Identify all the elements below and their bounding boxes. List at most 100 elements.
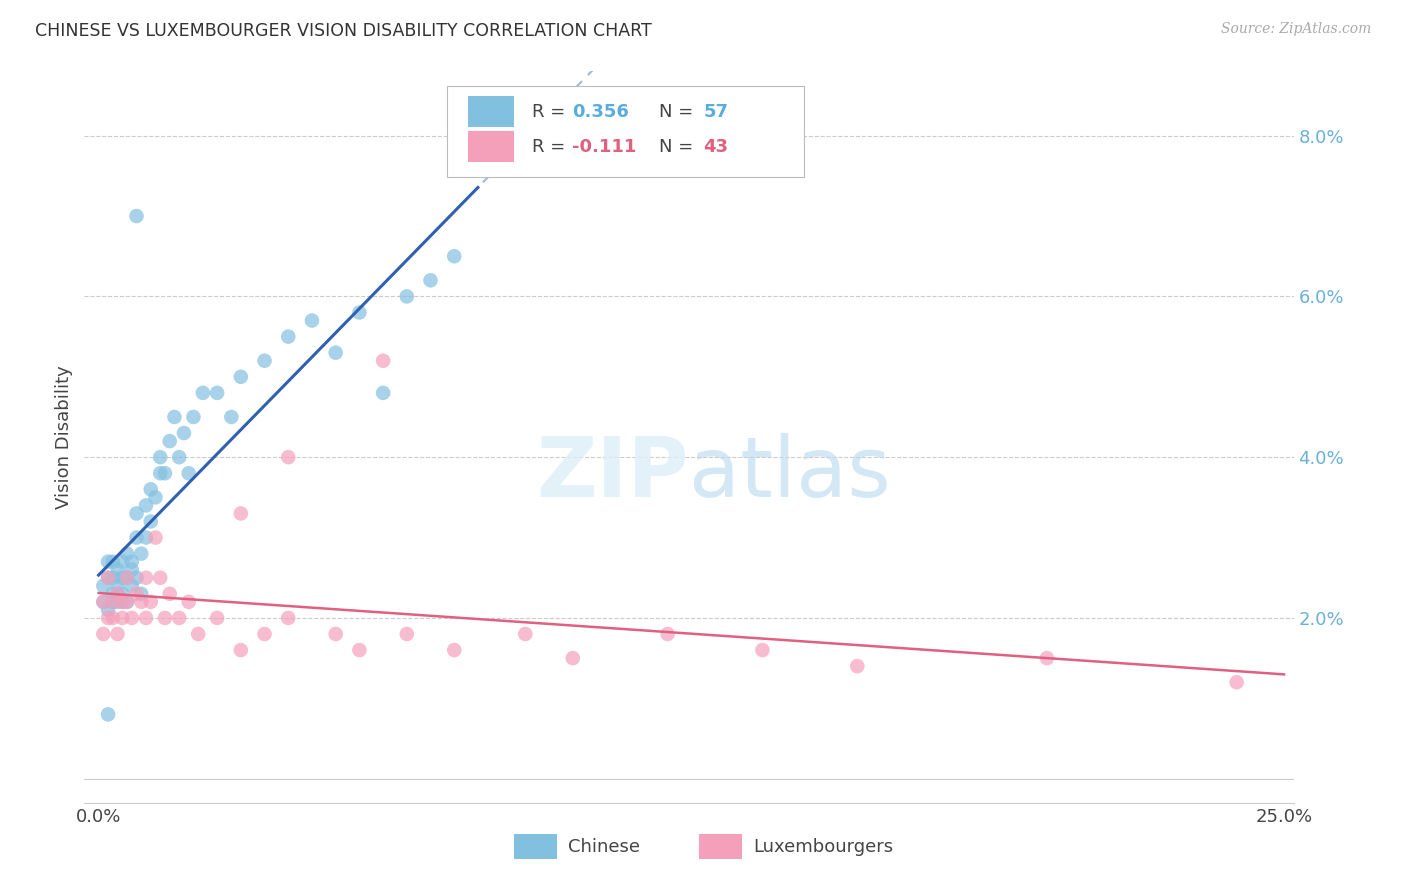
Point bbox=[101, 595, 124, 609]
Point bbox=[111, 595, 134, 609]
Point bbox=[121, 579, 143, 593]
Point bbox=[91, 627, 114, 641]
Point bbox=[125, 531, 148, 545]
Point bbox=[167, 450, 190, 465]
Point bbox=[135, 531, 157, 545]
Point bbox=[205, 611, 228, 625]
FancyBboxPatch shape bbox=[447, 86, 804, 178]
Point bbox=[121, 555, 143, 569]
Point bbox=[111, 555, 134, 569]
Text: Chinese: Chinese bbox=[568, 838, 640, 855]
Point bbox=[221, 409, 243, 424]
Text: -0.111: -0.111 bbox=[572, 137, 636, 156]
Point bbox=[163, 409, 186, 424]
Point bbox=[443, 249, 465, 263]
Point bbox=[125, 571, 148, 585]
Point bbox=[183, 409, 205, 424]
Point bbox=[101, 555, 124, 569]
Text: 0.356: 0.356 bbox=[572, 103, 628, 120]
Point bbox=[191, 385, 214, 400]
Point bbox=[349, 305, 371, 319]
Point bbox=[395, 289, 418, 303]
Point bbox=[145, 491, 167, 505]
Point bbox=[229, 507, 252, 521]
Point bbox=[1226, 675, 1249, 690]
Point bbox=[97, 555, 120, 569]
Point bbox=[751, 643, 773, 657]
Point bbox=[139, 483, 162, 497]
Point bbox=[107, 563, 129, 577]
Point bbox=[125, 507, 148, 521]
Text: ZIP: ZIP bbox=[537, 434, 689, 514]
Text: R =: R = bbox=[531, 103, 571, 120]
FancyBboxPatch shape bbox=[513, 834, 557, 860]
Point bbox=[149, 450, 172, 465]
Text: R =: R = bbox=[531, 137, 571, 156]
Point bbox=[1036, 651, 1059, 665]
Point bbox=[443, 643, 465, 657]
Point bbox=[301, 313, 323, 327]
Point bbox=[395, 627, 418, 641]
Point bbox=[145, 531, 167, 545]
Point bbox=[135, 611, 157, 625]
Point bbox=[111, 571, 134, 585]
Point bbox=[149, 467, 172, 481]
Point bbox=[135, 499, 157, 513]
Text: Luxembourgers: Luxembourgers bbox=[754, 838, 893, 855]
Point bbox=[107, 595, 129, 609]
Point bbox=[111, 595, 134, 609]
Point bbox=[153, 611, 176, 625]
Point bbox=[107, 587, 129, 601]
FancyBboxPatch shape bbox=[468, 131, 513, 162]
Point bbox=[91, 595, 114, 609]
Point bbox=[91, 595, 114, 609]
Point bbox=[229, 643, 252, 657]
Point bbox=[515, 627, 537, 641]
Point bbox=[277, 329, 299, 343]
Point bbox=[173, 425, 195, 440]
Point bbox=[115, 571, 138, 585]
Point bbox=[107, 579, 129, 593]
Point bbox=[167, 611, 190, 625]
Point bbox=[277, 450, 299, 465]
Point bbox=[129, 595, 152, 609]
Point bbox=[129, 547, 152, 561]
Point bbox=[159, 434, 181, 449]
Point bbox=[187, 627, 209, 641]
Point bbox=[349, 643, 371, 657]
Point bbox=[97, 571, 120, 585]
Point bbox=[97, 603, 120, 617]
Point bbox=[657, 627, 679, 641]
Point bbox=[121, 563, 143, 577]
Point bbox=[107, 587, 129, 601]
Point bbox=[121, 611, 143, 625]
FancyBboxPatch shape bbox=[468, 96, 513, 127]
Text: 43: 43 bbox=[703, 137, 728, 156]
Text: 57: 57 bbox=[703, 103, 728, 120]
Point bbox=[97, 611, 120, 625]
Point bbox=[139, 515, 162, 529]
Text: CHINESE VS LUXEMBOURGER VISION DISABILITY CORRELATION CHART: CHINESE VS LUXEMBOURGER VISION DISABILIT… bbox=[35, 22, 652, 40]
Point bbox=[129, 587, 152, 601]
Point bbox=[277, 611, 299, 625]
Point bbox=[135, 571, 157, 585]
Point bbox=[101, 571, 124, 585]
Point bbox=[115, 571, 138, 585]
Point bbox=[139, 595, 162, 609]
Point bbox=[97, 707, 120, 722]
Point bbox=[111, 587, 134, 601]
Point bbox=[229, 369, 252, 384]
Text: Source: ZipAtlas.com: Source: ZipAtlas.com bbox=[1220, 22, 1371, 37]
Point bbox=[149, 571, 172, 585]
FancyBboxPatch shape bbox=[699, 834, 742, 860]
Point bbox=[561, 651, 583, 665]
Point bbox=[115, 595, 138, 609]
Point bbox=[419, 273, 441, 287]
Point bbox=[846, 659, 869, 673]
Point bbox=[177, 467, 200, 481]
Point bbox=[153, 467, 176, 481]
Point bbox=[101, 595, 124, 609]
Point bbox=[253, 627, 276, 641]
Point bbox=[115, 547, 138, 561]
Text: N =: N = bbox=[659, 137, 699, 156]
